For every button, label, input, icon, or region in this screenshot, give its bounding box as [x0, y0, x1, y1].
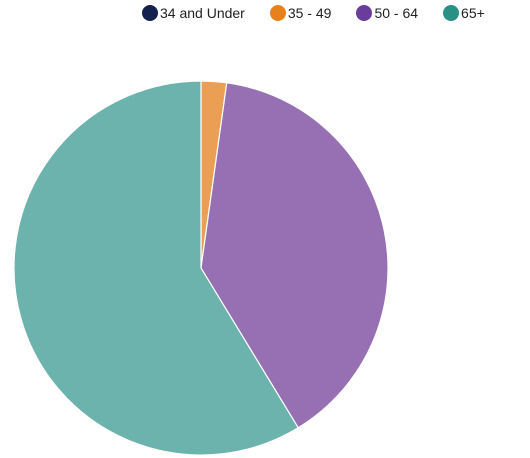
pie-slice-65-plus[interactable] — [13, 80, 300, 456]
legend-swatch-50-64 — [356, 5, 373, 21]
legend-label-35-49: 35 - 49 — [287, 5, 332, 21]
legend-label-65-plus: 65+ — [461, 5, 485, 21]
legend-item-65-plus[interactable]: 65+ — [443, 5, 485, 21]
legend-item-50-64[interactable]: 50 - 64 — [356, 5, 418, 21]
legend-label-50-64: 50 - 64 — [374, 5, 419, 21]
legend-swatch-35-49 — [269, 5, 286, 21]
pie-slice-50-64[interactable] — [200, 82, 389, 429]
legend-swatch-34-and-under — [142, 5, 158, 21]
legend-item-35-49[interactable]: 35 - 49 — [269, 5, 332, 21]
legend-item-34-and-under[interactable]: 34 and Under — [142, 5, 245, 21]
legend-swatch-65-plus — [443, 5, 460, 21]
legend-label-34-and-under: 34 and Under — [160, 5, 245, 21]
chart-legend: 34 and Under 35 - 49 50 - 64 65+ — [142, 5, 485, 21]
